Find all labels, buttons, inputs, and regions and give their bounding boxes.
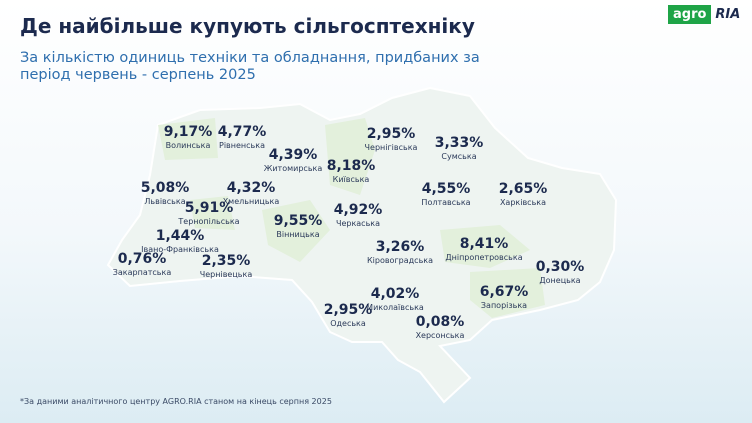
region-name: Сумська <box>441 152 476 161</box>
region-name: Харківська <box>500 198 546 207</box>
region-name: Львівська <box>144 197 185 206</box>
shaded-region <box>470 268 545 318</box>
region-value: 5,91% <box>185 200 234 216</box>
region-value: 4,39% <box>269 147 318 163</box>
region-value: 2,65% <box>499 181 548 197</box>
region-name: Дніпропетровська <box>445 253 522 262</box>
shaded-region <box>325 118 375 195</box>
region-value: 2,35% <box>202 253 251 269</box>
region-name: Житомирська <box>264 164 323 173</box>
logo-agro: agro <box>668 4 712 24</box>
subtitle: За кількістю одиниць техніки та обладнан… <box>20 50 480 83</box>
shaded-region <box>440 225 530 268</box>
region-value: 4,02% <box>371 286 420 302</box>
logo[interactable]: agro RIA <box>668 3 740 25</box>
region-value: 0,30% <box>536 259 585 275</box>
region-value: 9,55% <box>274 213 323 229</box>
region-name: Тернопільська <box>177 217 239 226</box>
region-value: 8,18% <box>327 158 376 174</box>
region-value: 4,77% <box>218 124 267 140</box>
region-name: Вінницька <box>276 230 319 239</box>
region-name: Полтавська <box>421 198 470 207</box>
region-value: 8,41% <box>460 236 509 252</box>
region-name: Волинська <box>166 141 211 150</box>
region-value: 0,76% <box>118 251 167 267</box>
region-value: 0,08% <box>416 314 465 330</box>
region-value: 5,08% <box>141 180 190 196</box>
region-name: Чернігівська <box>365 143 418 152</box>
title: Де найбільше купують сільгосптехніку <box>20 14 475 38</box>
region-value: 3,26% <box>376 239 425 255</box>
region-value: 2,95% <box>324 302 373 318</box>
region-name: Чернівецька <box>200 270 253 279</box>
region-value: 3,33% <box>435 135 484 151</box>
shaded-region <box>158 118 218 160</box>
region-name: Київська <box>333 175 370 184</box>
region-name: Хмельницька <box>223 197 280 206</box>
region-value: 6,67% <box>480 284 529 300</box>
region-name: Донецька <box>539 276 580 285</box>
logo-ria: RIA <box>715 6 741 22</box>
region-name: Черкаська <box>336 219 380 228</box>
region-name: Запорізька <box>481 301 527 310</box>
region-name: Кіровоградська <box>367 256 433 265</box>
region-value: 4,55% <box>422 181 471 197</box>
region-name: Миколаївська <box>366 303 424 312</box>
region-value: 4,92% <box>334 202 383 218</box>
region-name: Одеська <box>330 319 366 328</box>
region-value: 9,17% <box>164 124 213 140</box>
country-outline <box>106 86 618 404</box>
footnote: *За даними аналітичного центру AGRO.RIA … <box>20 397 332 406</box>
shaded-region <box>262 200 330 262</box>
region-value: 4,32% <box>227 180 276 196</box>
region-name: Рівненська <box>219 141 265 150</box>
region-value: 1,44% <box>156 228 205 244</box>
region-name: Івано-Франківська <box>141 245 219 254</box>
region-name: Закарпатська <box>113 268 172 277</box>
region-name: Херсонська <box>416 331 465 340</box>
region-value: 2,95% <box>367 126 416 142</box>
shaded-region <box>190 196 235 230</box>
